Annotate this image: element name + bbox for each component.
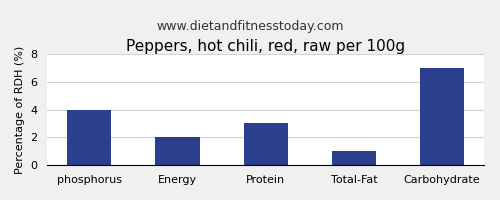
Bar [420, 68, 464, 165]
Title: Peppers, hot chili, red, raw per 100g: Peppers, hot chili, red, raw per 100g [126, 39, 405, 54]
Y-axis label: Percentage of RDH (%): Percentage of RDH (%) [15, 45, 25, 174]
Text: www.dietandfitnesstoday.com: www.dietandfitnesstoday.com [156, 20, 344, 33]
Bar [332, 151, 376, 165]
Bar [156, 137, 200, 165]
Bar [244, 123, 288, 165]
Bar [67, 110, 112, 165]
